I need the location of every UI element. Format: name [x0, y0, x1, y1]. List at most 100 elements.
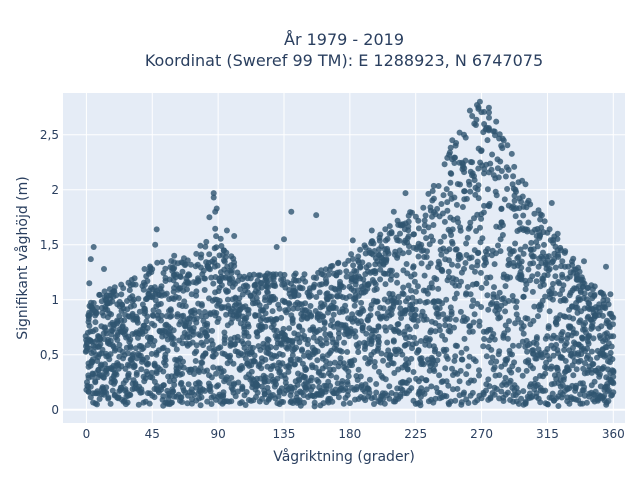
data-point: [96, 396, 103, 402]
data-point: [193, 342, 200, 349]
data-point: [580, 387, 587, 394]
data-point: [362, 244, 369, 251]
data-point: [583, 399, 590, 406]
data-point: [160, 393, 167, 400]
data-point: [454, 343, 460, 349]
y-tick-labels: 0 0,5 1 1,5 2 2,5: [40, 128, 59, 417]
data-point: [562, 358, 569, 364]
data-point: [458, 399, 465, 406]
data-point: [170, 327, 177, 334]
data-point: [544, 333, 551, 340]
data-point: [530, 365, 536, 372]
data-point: [148, 369, 155, 376]
data-point: [493, 192, 500, 199]
data-point: [197, 242, 204, 249]
data-point: [430, 182, 437, 189]
data-point: [230, 381, 237, 388]
data-point: [489, 151, 496, 158]
data-point: [553, 321, 560, 328]
data-point: [207, 388, 214, 395]
data-point: [495, 242, 501, 249]
data-point: [213, 370, 220, 377]
data-point: [388, 229, 395, 235]
data-point: [452, 316, 459, 323]
data-point: [608, 310, 614, 317]
data-point: [340, 284, 347, 291]
data-point: [244, 275, 251, 282]
data-point: [251, 358, 258, 365]
data-point: [457, 367, 464, 374]
data-point: [262, 272, 269, 279]
data-point: [483, 280, 490, 287]
data-point: [149, 266, 156, 273]
data-point: [125, 370, 132, 377]
data-point: [158, 312, 165, 319]
data-point: [262, 323, 269, 330]
data-point: [428, 383, 435, 390]
data-point: [325, 271, 332, 278]
data-point: [545, 323, 552, 330]
data-point: [403, 261, 410, 267]
data-point: [434, 357, 441, 364]
data-point: [368, 250, 375, 257]
data-point: [348, 251, 355, 258]
data-point: [311, 281, 318, 288]
data-point: [349, 362, 355, 369]
data-point: [447, 144, 454, 151]
data-point: [447, 304, 454, 311]
data-point: [264, 281, 271, 288]
data-point: [406, 326, 413, 333]
data-point: [467, 291, 474, 298]
data-point: [288, 208, 295, 215]
data-point: [302, 367, 309, 374]
data-point: [456, 252, 463, 259]
data-point: [193, 292, 200, 299]
data-point: [406, 334, 413, 340]
data-point: [446, 257, 452, 264]
data-point: [397, 230, 403, 237]
y-tick-label: 1: [51, 293, 59, 307]
data-point: [533, 278, 540, 285]
data-point: [468, 254, 475, 261]
data-point: [444, 207, 451, 214]
data-point: [315, 378, 322, 385]
data-point: [478, 304, 485, 310]
data-point: [542, 370, 549, 377]
data-point: [384, 339, 391, 346]
data-point: [463, 371, 470, 378]
data-point: [382, 376, 389, 383]
data-point: [412, 213, 419, 220]
data-point: [394, 237, 401, 244]
data-point: [589, 286, 596, 293]
data-point: [180, 358, 186, 365]
data-point: [522, 399, 529, 406]
data-point: [273, 244, 280, 250]
data-point: [330, 299, 337, 306]
data-point: [591, 378, 598, 385]
data-point: [554, 251, 561, 258]
y-tick-label: 2,5: [40, 128, 59, 142]
data-point: [209, 341, 216, 348]
data-point: [212, 351, 219, 357]
data-point: [537, 216, 544, 223]
data-point: [267, 271, 274, 278]
data-point: [443, 296, 450, 303]
data-point: [476, 367, 482, 374]
data-point: [175, 294, 182, 301]
data-point: [272, 271, 279, 278]
data-point: [443, 186, 450, 193]
data-point: [440, 311, 447, 318]
data-point: [464, 234, 471, 241]
data-point: [214, 262, 221, 269]
data-point: [292, 270, 299, 277]
data-point: [471, 377, 477, 384]
data-point: [493, 250, 499, 257]
data-point: [418, 241, 425, 248]
data-point: [322, 266, 329, 273]
data-point: [373, 286, 380, 292]
data-point: [447, 190, 454, 197]
data-point: [591, 312, 598, 319]
data-point: [302, 300, 309, 307]
data-point: [517, 269, 524, 276]
data-point: [179, 399, 185, 405]
